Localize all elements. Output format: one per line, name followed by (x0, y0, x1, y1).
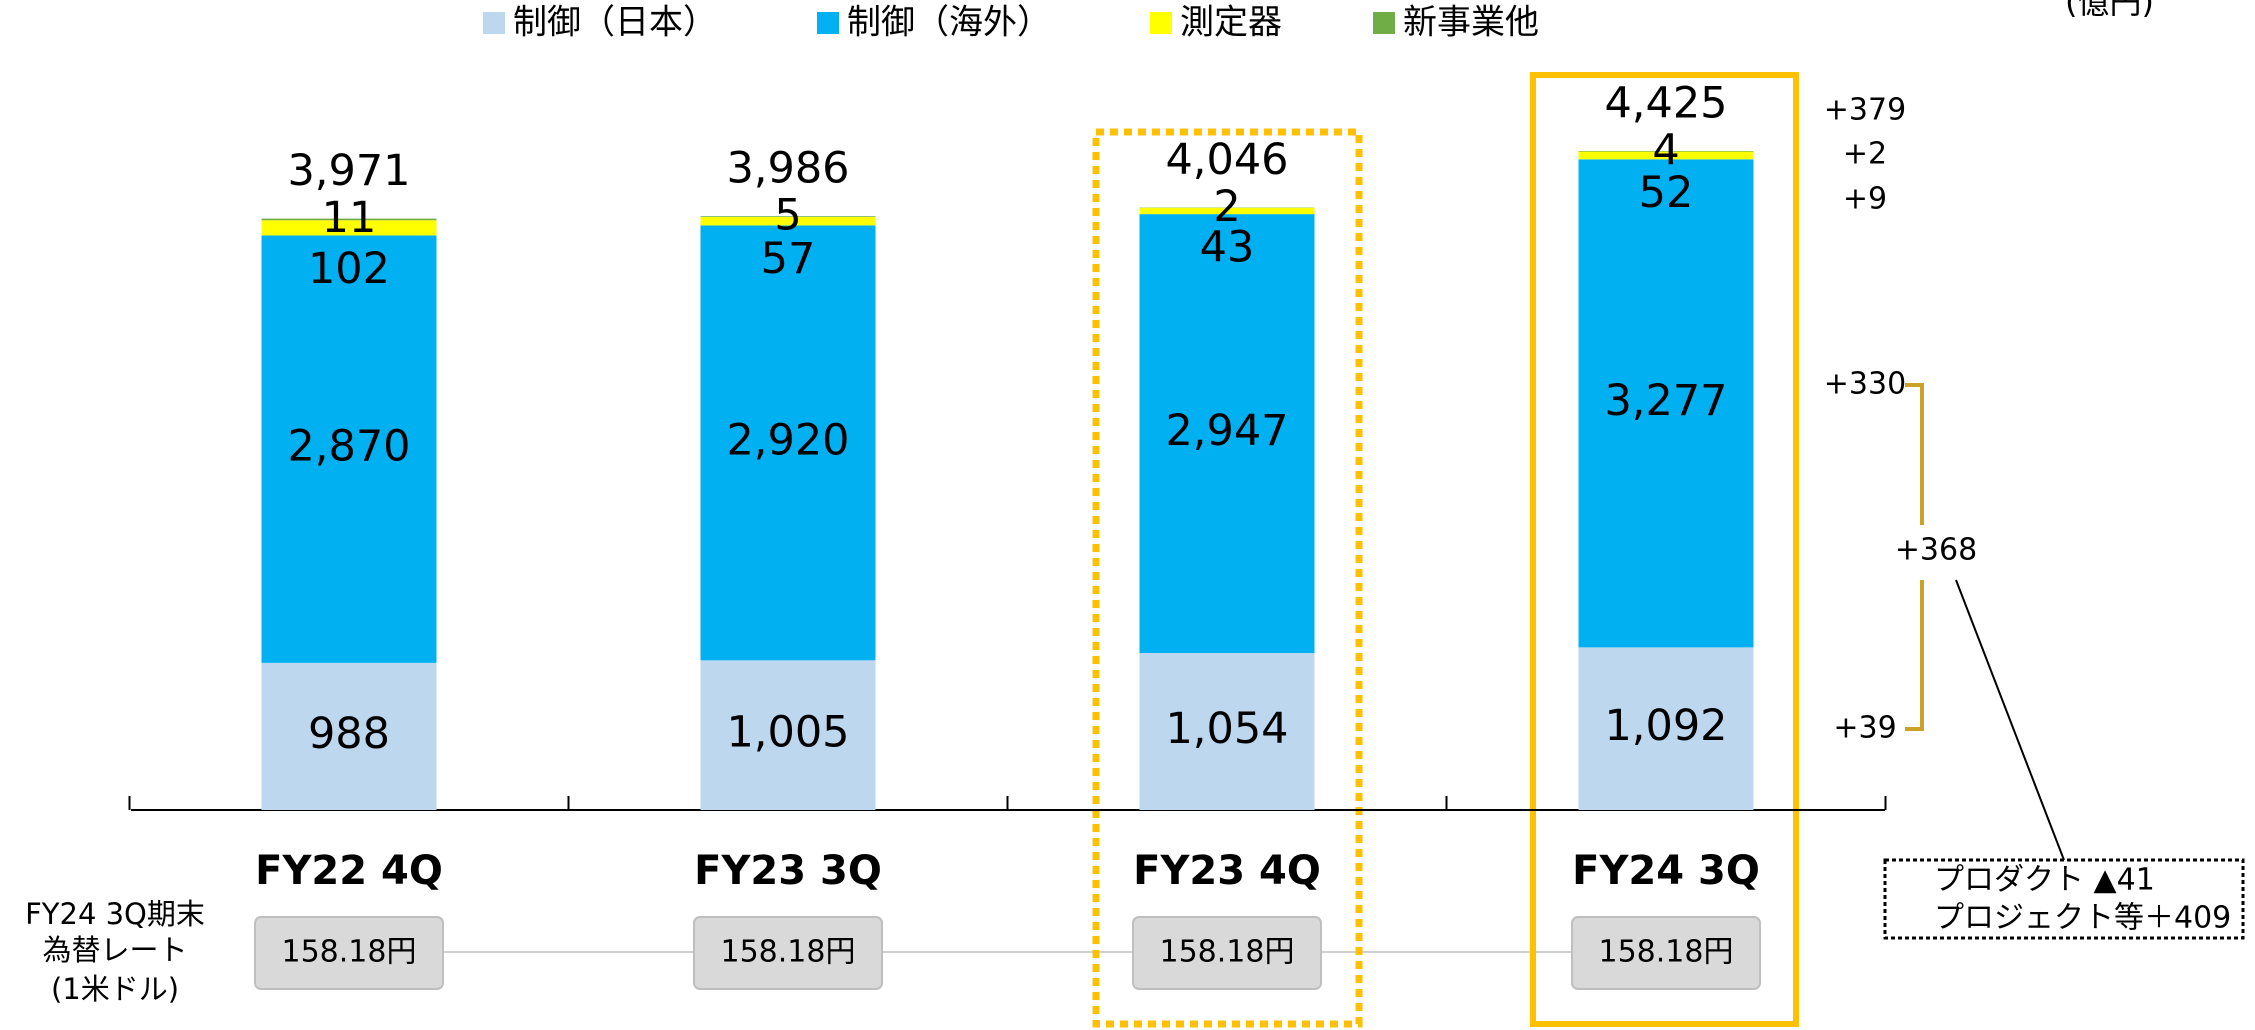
rate-label: 158.18円 (1160, 935, 1295, 970)
legend-label: 制御（海外） (847, 3, 1051, 43)
segment-label: 988 (308, 709, 390, 759)
total-label: 4,425 (1604, 79, 1727, 129)
bar-segment (1578, 647, 1754, 810)
bar-segment (700, 225, 876, 661)
segment-label: 2,947 (1165, 406, 1288, 456)
segment-label: 102 (308, 244, 390, 294)
rate-title: (1米ドル) (51, 972, 179, 1006)
bar-segment (1578, 151, 1754, 160)
segment-label: 3,277 (1604, 376, 1727, 426)
delta-label: +379 (1824, 93, 1906, 128)
bracket (1905, 383, 1924, 731)
bracket-delta: +368 (1895, 533, 1977, 568)
legend-swatch (1150, 12, 1172, 34)
note-text: プロダクト ▲41 (1934, 863, 2155, 898)
legend-swatch (1373, 12, 1395, 34)
segment-label: 57 (761, 234, 816, 284)
rate-box (693, 916, 883, 990)
rate-box (1571, 916, 1761, 990)
x-tick-label: FY24 3Q (1572, 848, 1760, 894)
segment-label: 2,920 (726, 415, 849, 465)
bar-segment (700, 216, 876, 226)
legend-swatch (483, 12, 505, 34)
bar-segment (261, 235, 437, 663)
total-label: 4,046 (1165, 135, 1288, 185)
segment-label: 5 (774, 191, 801, 241)
rate-label: 158.18円 (1599, 935, 1734, 970)
total-label: 3,986 (726, 144, 849, 194)
bar-segment (1578, 151, 1754, 152)
segment-label: 11 (322, 193, 377, 243)
bar-segment (261, 218, 437, 221)
highlight-dotted (1092, 128, 1363, 1028)
bar-segment (1139, 207, 1315, 215)
total-label: 3,971 (287, 146, 410, 196)
segment-label: 2,870 (287, 422, 410, 472)
bar-segment (1139, 653, 1315, 810)
segment-label: 43 (1200, 223, 1255, 273)
leader-line (1955, 579, 2065, 861)
note-box (1883, 858, 2245, 940)
segment-label: 1,005 (726, 708, 849, 758)
legend-swatch (817, 12, 839, 34)
legend-label: 測定器 (1180, 3, 1282, 43)
segment-label: 4 (1652, 126, 1679, 176)
legend-label: 新事業他 (1403, 3, 1539, 43)
unit-label: (億円) (2065, 0, 2154, 21)
segment-label: 1,054 (1165, 704, 1288, 754)
delta-label: +39 (1833, 711, 1896, 746)
highlight-solid (1530, 72, 1799, 1027)
bar-segment (261, 220, 437, 236)
note-text: プロジェクト等＋409 (1934, 901, 2231, 936)
x-tick-label: FY23 3Q (694, 848, 882, 894)
rate-label: 158.18円 (721, 935, 856, 970)
bar-segment (700, 660, 876, 810)
bar-segment (1139, 214, 1315, 654)
segment-label: 52 (1639, 168, 1694, 218)
rate-label: 158.18円 (282, 935, 417, 970)
rate-title: FY24 3Q期末 (25, 897, 205, 931)
x-tick-label: FY22 4Q (255, 848, 443, 894)
delta-label: +2 (1843, 137, 1887, 172)
rate-title: 為替レート (42, 933, 187, 967)
delta-label: +330 (1824, 367, 1906, 402)
rate-box (254, 916, 444, 990)
segment-label: 1,092 (1604, 701, 1727, 751)
rate-box (1132, 916, 1322, 990)
legend-label: 制御（日本） (513, 3, 717, 43)
bar-segment (1578, 159, 1754, 648)
bar-segment (261, 662, 437, 810)
delta-label: +9 (1843, 182, 1887, 217)
segment-label: 2 (1213, 182, 1240, 232)
x-tick-label: FY23 4Q (1133, 848, 1321, 894)
bar-segment (700, 216, 876, 217)
